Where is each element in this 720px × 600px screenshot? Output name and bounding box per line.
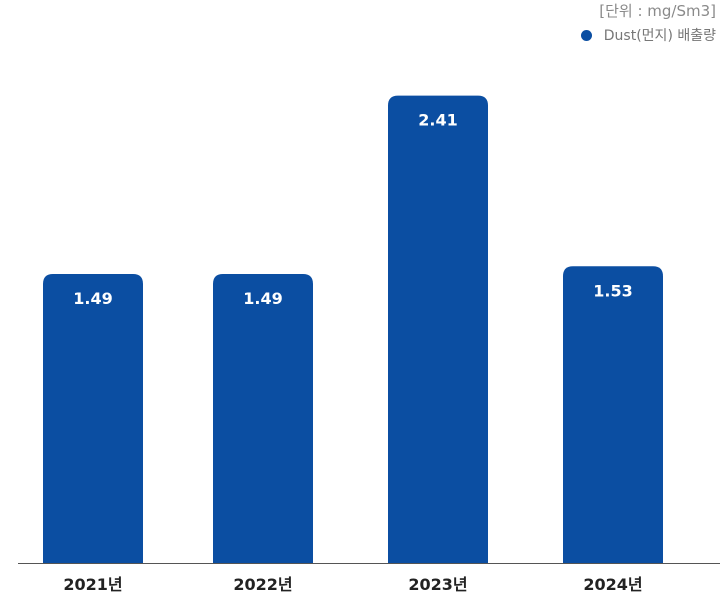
x-tick-label: 2022년 [233,575,292,594]
legend-dot-icon [580,29,592,41]
bar-3 [388,95,488,563]
bar-value-label: 1.53 [593,281,632,300]
x-tick-label: 2024년 [583,575,642,594]
bar-value-label: 1.49 [73,289,112,308]
x-tick-label: 2021년 [63,575,122,594]
bar-value-label: 2.41 [418,111,457,130]
legend: Dust(먼지) 배출량 [580,25,716,45]
legend-label: Dust(먼지) 배출량 [603,28,716,44]
bar-1 [43,274,143,563]
bar-value-label: 1.49 [243,289,282,308]
bars-group: 1.49 1.49 2.41 1.53 [43,95,663,563]
bar-4 [563,266,663,563]
bar-2 [213,274,313,563]
unit-label: [단위 : mg/Sm3] [599,2,716,20]
x-axis-ticks: 2021년 2022년 2023년 2024년 [63,575,642,594]
x-tick-label: 2023년 [408,575,467,594]
